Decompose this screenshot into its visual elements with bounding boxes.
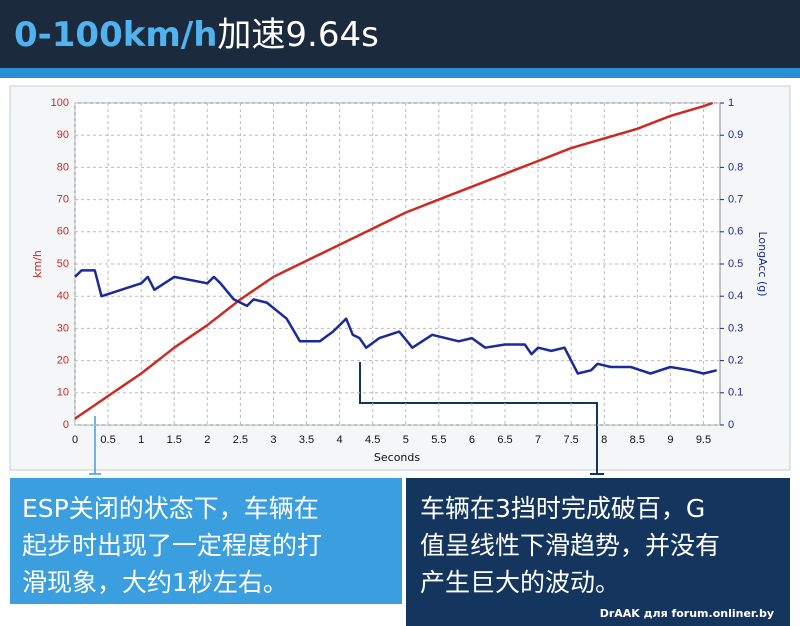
y2-tick-label: 0.1 — [728, 387, 743, 399]
data-line — [74, 101, 714, 420]
callout-text: 值呈线性下滑趋势，并没有 — [420, 531, 720, 560]
y-tick-label: 60 — [57, 226, 69, 238]
x-tick-label: 0.5 — [100, 434, 115, 446]
x-tick-label: 7 — [535, 434, 541, 446]
y-tick-label: 20 — [57, 355, 69, 367]
y-tick-label: 80 — [57, 161, 69, 173]
x-tick-label: 7.5 — [564, 434, 579, 446]
callout-text: ESP关闭的状态下，车辆在 — [22, 494, 319, 523]
y-tick-label: 90 — [57, 129, 69, 141]
y2-tick-label: 0.2 — [728, 355, 743, 367]
x-tick-label: 1 — [138, 434, 144, 446]
x-tick-label: 2 — [204, 434, 210, 446]
y-tick-label: 50 — [57, 258, 69, 270]
y-axis-label: km/h — [31, 250, 44, 278]
x-tick-label: 6.5 — [497, 434, 512, 446]
y-tick-label: 70 — [57, 194, 69, 206]
x-tick-label: 2.5 — [233, 434, 248, 446]
y-tick-label: 0 — [63, 419, 69, 431]
y2-tick-label: 0.7 — [728, 194, 743, 206]
callout-text: 车辆在3挡时完成破百，G — [420, 494, 705, 523]
connector — [89, 416, 101, 475]
x-tick-label: 9.5 — [696, 434, 711, 446]
x-tick-label: 4 — [337, 434, 343, 446]
header-band — [0, 0, 800, 68]
callout-box — [406, 478, 790, 626]
x-tick-label: 1.5 — [167, 434, 182, 446]
title-part: 0-100km/h — [14, 15, 217, 55]
plot-area — [74, 102, 721, 426]
x-axis-label: Seconds — [374, 451, 420, 464]
y2-tick-label: 0.4 — [728, 290, 743, 302]
x-tick-label: 8 — [601, 434, 607, 446]
callout-text: 滑现象，大约1秒左右。 — [22, 568, 288, 597]
y2-tick-label: 0.8 — [728, 161, 743, 173]
x-tick-label: 5 — [403, 434, 409, 446]
x-tick-label: 8.5 — [630, 434, 645, 446]
y2-tick-label: 1 — [728, 97, 734, 109]
y2-axis-label: LongAcc (g) — [756, 231, 769, 296]
callout-text: 起步时出现了一定程度的打 — [22, 531, 322, 560]
header-stripe — [0, 68, 800, 78]
x-tick-label: 6 — [469, 434, 475, 446]
callout-box — [10, 478, 402, 604]
y-tick-label: 40 — [57, 290, 69, 302]
x-tick-label: 0 — [72, 434, 78, 446]
y-tick-label: 10 — [57, 387, 69, 399]
y-tick-label: 30 — [57, 322, 69, 334]
connector — [359, 362, 604, 475]
y2-tick-label: 0.9 — [728, 129, 743, 141]
y2-tick-label: 0.6 — [728, 226, 743, 238]
y2-tick-label: 0 — [728, 419, 734, 431]
x-tick-label: 5.5 — [431, 434, 446, 446]
chart-title: 0-100km/h加速9.64s — [14, 15, 379, 55]
x-tick-label: 3.5 — [299, 434, 314, 446]
y2-tick-label: 0.5 — [728, 258, 743, 270]
x-tick-label: 9 — [667, 434, 673, 446]
callout-text: 产生巨大的波动。 — [420, 568, 620, 597]
x-tick-label: 4.5 — [365, 434, 380, 446]
y2-tick-label: 0.3 — [728, 322, 743, 334]
x-tick-label: 3 — [270, 434, 276, 446]
data-line — [74, 269, 717, 375]
watermark: DrAAK для forum.onliner.by — [600, 607, 774, 620]
title-part: 加速9.64s — [217, 15, 378, 55]
y-tick-label: 100 — [51, 97, 69, 109]
